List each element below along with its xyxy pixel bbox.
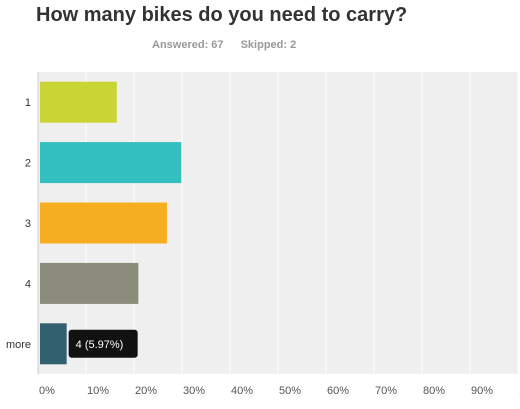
x-tick-label: 60% bbox=[327, 385, 349, 397]
tooltip-text: 4 (5.97%) bbox=[76, 339, 124, 351]
x-tick-label: 20% bbox=[135, 385, 157, 397]
skipped-count: Skipped: 2 bbox=[240, 39, 297, 51]
bar-2 bbox=[40, 142, 182, 184]
page-title: How many bikes do you need to carry? bbox=[36, 4, 408, 26]
x-tick-label: 80% bbox=[423, 385, 445, 397]
x-tick-label: 10% bbox=[87, 385, 109, 397]
category-label: 1 bbox=[25, 97, 31, 109]
category-label: 3 bbox=[25, 218, 31, 230]
bar-more bbox=[40, 323, 67, 365]
x-tick-label: 40% bbox=[231, 385, 253, 397]
category-label: 2 bbox=[25, 158, 31, 170]
category-label: 4 bbox=[25, 278, 31, 290]
answered-count: Answered: 67 bbox=[152, 39, 224, 51]
bar-1 bbox=[40, 81, 117, 123]
x-tick-label: 0% bbox=[39, 385, 55, 397]
x-tick-label: 30% bbox=[183, 385, 205, 397]
bar-3 bbox=[40, 202, 167, 244]
category-label: more bbox=[6, 339, 31, 351]
x-tick-label: 90% bbox=[471, 385, 493, 397]
value-tooltip bbox=[68, 329, 138, 358]
x-tick-label: 50% bbox=[279, 385, 301, 397]
bar-4 bbox=[40, 262, 139, 304]
x-tick-label: 70% bbox=[375, 385, 397, 397]
response-stats: Answered: 67 Skipped: 2 bbox=[152, 39, 296, 51]
